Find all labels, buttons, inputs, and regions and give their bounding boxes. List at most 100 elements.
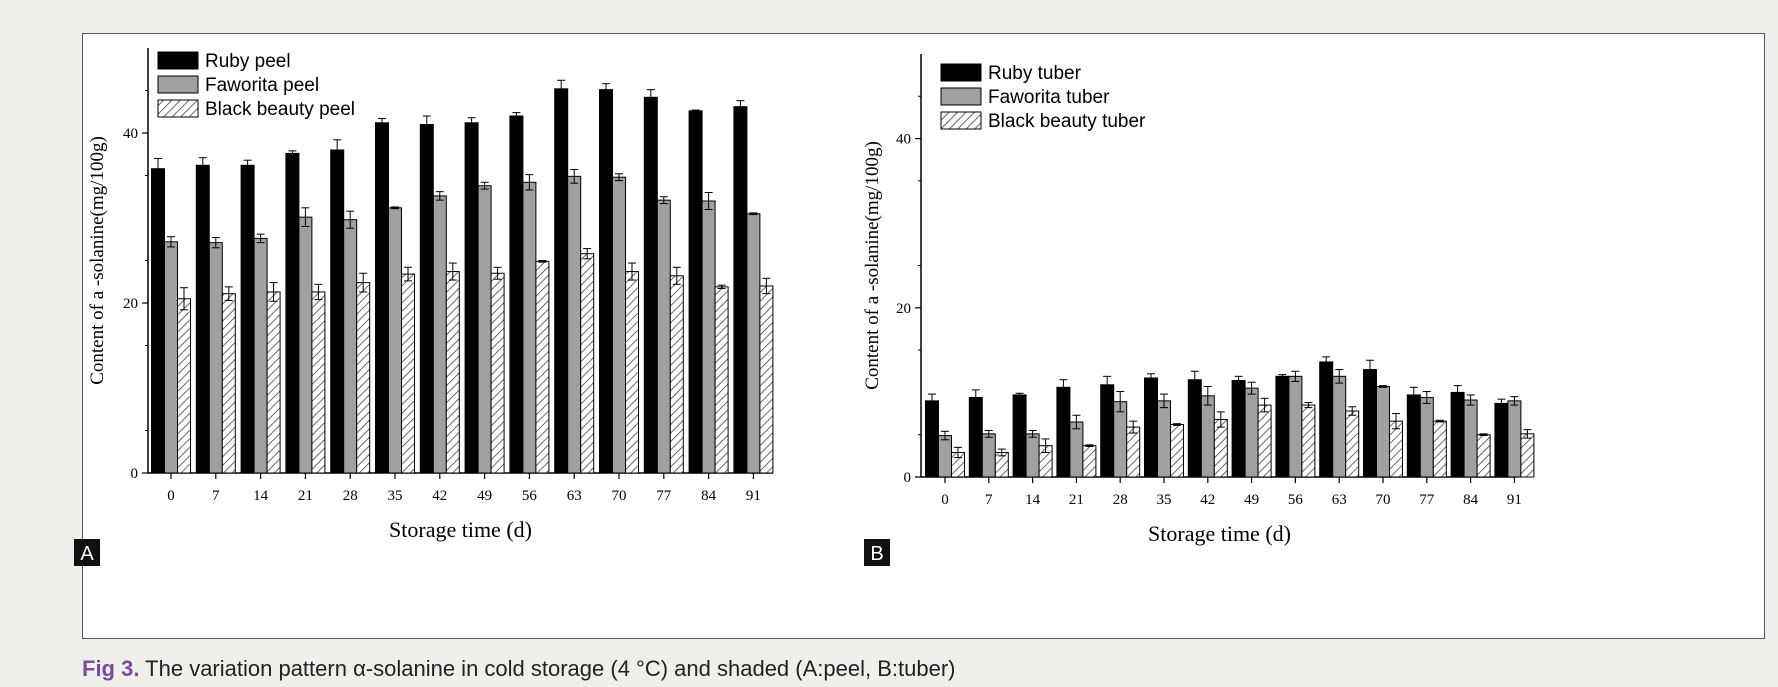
x-tick-label: 0 <box>941 492 949 508</box>
bar <box>1520 433 1535 478</box>
bar <box>477 185 492 474</box>
x-tick-label: 21 <box>1069 492 1084 508</box>
x-tick-label: 0 <box>167 488 175 504</box>
bar <box>656 199 671 474</box>
x-tick-label: 28 <box>1113 492 1128 508</box>
bar <box>669 275 684 474</box>
legend-label: Faworita peel <box>205 75 319 96</box>
bar <box>1082 445 1097 478</box>
bar <box>1476 434 1491 478</box>
y-axis-title: Content of a -solanine(mg/100g) <box>87 136 108 385</box>
chart-panel-a: 0 20 40 0 7 14 21 28 35 42 49 56 63 70 77 84 91 Storage t… <box>74 48 774 566</box>
x-tick-label: 70 <box>612 488 627 504</box>
x-tick-label: 35 <box>1157 492 1172 508</box>
figure-caption-text: The variation pattern α-solanine in cold… <box>145 656 956 681</box>
x-axis-title: Storage time (d) <box>1148 521 1291 546</box>
y-axis-title: Content of a -solanine(mg/100g) <box>862 141 883 390</box>
bar <box>285 152 300 474</box>
bar <box>1069 421 1084 478</box>
x-tick-label: 49 <box>1244 492 1259 508</box>
bar <box>1288 375 1303 478</box>
x-tick-label: 77 <box>656 488 672 504</box>
bar <box>401 273 415 474</box>
x-tick-label: 91 <box>1507 492 1522 508</box>
x-tick-label: 7 <box>212 488 220 504</box>
bar <box>330 149 345 474</box>
bar <box>625 271 639 474</box>
bar <box>981 433 996 478</box>
x-tick-label: 21 <box>298 488 313 504</box>
x-tick-label: 56 <box>1288 492 1304 508</box>
bar <box>1301 404 1316 478</box>
x-tick-label: 91 <box>746 488 761 504</box>
bar <box>938 435 952 478</box>
bar <box>266 291 281 474</box>
legend-swatch <box>940 111 982 130</box>
bar <box>151 168 165 474</box>
legend-label: Black beauty peel <box>205 99 355 120</box>
legend-label: Faworita tuber <box>988 87 1110 108</box>
bar <box>164 241 178 474</box>
bar <box>925 400 939 478</box>
bar <box>733 106 748 474</box>
bar <box>343 219 358 474</box>
bar <box>490 272 505 474</box>
x-tick-label: 28 <box>343 488 358 504</box>
bar <box>1231 380 1246 478</box>
chart-panel-b: 0 20 40 0 7 14 21 28 35 42 49 56 63 70 77 84 91 Storage t… <box>862 54 1535 566</box>
bar <box>1319 361 1334 478</box>
bar <box>375 122 389 474</box>
bar <box>1025 433 1040 478</box>
bar <box>1432 420 1447 478</box>
y-tick-label: 0 <box>904 470 912 486</box>
bar <box>1056 386 1071 478</box>
bar <box>688 110 703 474</box>
y-tick-label: 40 <box>896 132 911 148</box>
bar <box>1012 394 1027 478</box>
bar <box>1100 384 1115 478</box>
bar <box>356 282 371 474</box>
bar <box>1389 420 1403 478</box>
bar <box>968 396 983 478</box>
bar <box>195 164 210 474</box>
bar <box>1126 426 1141 478</box>
bar <box>221 293 236 474</box>
bar <box>1363 369 1377 478</box>
bar <box>1406 394 1421 478</box>
bar <box>1345 410 1360 478</box>
x-tick-label: 84 <box>701 488 717 504</box>
legend-swatch <box>940 63 982 82</box>
bar <box>1463 399 1478 478</box>
bar <box>746 213 761 474</box>
x-tick-label: 63 <box>1332 492 1347 508</box>
panel-label-box <box>864 539 890 566</box>
bar <box>253 237 268 474</box>
bar <box>177 298 191 474</box>
x-axis-title: Storage time (d) <box>389 517 532 542</box>
y-tick-label: 40 <box>123 126 138 142</box>
y-tick-label: 0 <box>131 466 139 482</box>
bar <box>1144 377 1158 478</box>
bar <box>298 216 313 474</box>
bar <box>1275 375 1290 478</box>
bar <box>1419 396 1434 478</box>
bar <box>1157 400 1171 478</box>
bar <box>509 115 524 474</box>
x-tick-label: 42 <box>432 488 447 504</box>
x-tick-label: 35 <box>388 488 403 504</box>
bar <box>701 200 716 474</box>
figure-caption-label: Fig 3. <box>82 656 140 681</box>
x-tick-label: 84 <box>1463 492 1479 508</box>
bar <box>522 181 537 474</box>
legend-label: Black beauty tuber <box>988 111 1146 132</box>
bar <box>1200 395 1215 478</box>
bar <box>1170 424 1184 478</box>
legend-label: Ruby tuber <box>988 63 1082 84</box>
panel-label: B <box>870 543 883 565</box>
bar <box>445 271 460 474</box>
bar <box>1450 391 1465 478</box>
bar <box>1376 385 1390 478</box>
x-tick-label: 77 <box>1419 492 1435 508</box>
bar <box>208 242 223 474</box>
